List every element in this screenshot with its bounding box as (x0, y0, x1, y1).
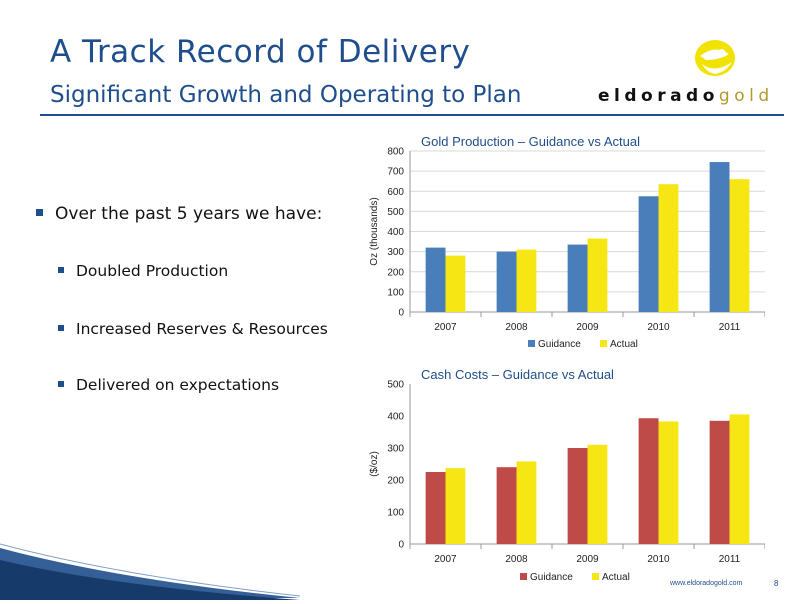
bullet-item-text: Increased Reserves & Resources (76, 320, 328, 338)
slide-subtitle: Significant Growth and Operating to Plan (50, 82, 522, 108)
bullet-item: Doubled Production (58, 262, 228, 280)
bar-actual-2011 (729, 179, 750, 312)
x-tick-label: 2008 (505, 554, 528, 565)
logo-text-dark: eldorado (598, 86, 719, 106)
x-tick-label: 2008 (505, 322, 528, 333)
bullet-item: Delivered on expectations (58, 376, 279, 394)
y-tick-label: 0 (398, 540, 404, 551)
y-axis-label: ($/oz) (369, 451, 380, 477)
y-tick-label: 500 (387, 380, 404, 391)
legend-swatch-guidance (520, 573, 527, 580)
legend-label-guidance: Guidance (538, 339, 581, 350)
bar-actual-2007 (445, 255, 466, 312)
square-bullet-icon (58, 324, 64, 331)
x-tick-label: 2009 (576, 322, 599, 333)
title-divider (40, 114, 784, 116)
bar-guidance-2011 (709, 162, 730, 312)
x-tick-label: 2007 (434, 322, 457, 333)
y-tick-label: 500 (387, 207, 404, 218)
x-tick-label: 2007 (434, 554, 457, 565)
bar-actual-2011 (729, 414, 750, 544)
y-tick-label: 100 (387, 508, 404, 519)
x-tick-label: 2011 (719, 554, 741, 565)
legend-label-actual: Actual (610, 339, 638, 350)
bar-guidance-2008 (496, 251, 517, 312)
bar-guidance-2010 (638, 196, 659, 312)
bar-guidance-2007 (425, 247, 446, 312)
bar-guidance-2008 (496, 467, 517, 544)
x-tick-label: 2009 (576, 554, 599, 565)
y-tick-label: 400 (387, 227, 404, 238)
y-tick-label: 700 (387, 167, 404, 178)
legend-label-guidance: Guidance (530, 572, 573, 583)
legend-swatch-guidance (528, 340, 535, 347)
bar-guidance-2010 (638, 418, 659, 544)
legend-label-actual: Actual (602, 572, 630, 583)
bar-guidance-2011 (709, 420, 730, 544)
x-tick-label: 2010 (647, 554, 670, 565)
bullet-item-text: Doubled Production (76, 262, 229, 280)
bar-actual-2009 (587, 444, 608, 544)
square-bullet-icon (58, 266, 64, 273)
gold-production-chart: 0 100 200 300 400 500 600 700 800 2007 2008 2009 201… (369, 147, 765, 350)
y-tick-label: 200 (387, 476, 404, 487)
slide-title: A Track Record of Delivery (50, 34, 471, 70)
decorative-swoosh (0, 543, 300, 600)
logo-text-gold: gold (718, 86, 774, 106)
logo-wordmark: eldoradogold (598, 86, 774, 106)
x-tick-label: 2010 (647, 322, 670, 333)
y-tick-label: 400 (387, 412, 404, 423)
y-axis-label: Oz (thousands) (369, 197, 380, 265)
y-tick-label: 0 (398, 308, 404, 319)
bullet-main-text: Over the past 5 years we have: (55, 204, 323, 224)
bar-actual-2010 (658, 184, 679, 312)
legend-swatch-actual (592, 573, 599, 580)
bar-guidance-2009 (567, 448, 588, 544)
bullet-item: Increased Reserves & Resources (58, 320, 328, 338)
bar-actual-2010 (658, 421, 679, 544)
page-number: 8 (774, 579, 779, 588)
bar-actual-2008 (516, 249, 537, 312)
x-tick-label: 2011 (719, 322, 741, 333)
square-bullet-icon (36, 208, 43, 216)
square-bullet-icon (58, 380, 64, 387)
bullet-main: Over the past 5 years we have: (36, 204, 322, 224)
y-tick-label: 300 (387, 247, 404, 258)
y-tick-label: 600 (387, 187, 404, 198)
chart-1-title: Gold Production – Guidance vs Actual (421, 134, 640, 149)
bar-actual-2009 (587, 238, 608, 312)
cash-costs-chart: 0 100 200 300 400 500 2007 2008 2009 2010 2011 ($/o… (369, 380, 765, 583)
eldorado-logo-icon (695, 40, 735, 76)
bar-actual-2007 (445, 468, 466, 544)
y-tick-label: 300 (387, 444, 404, 455)
bar-actual-2008 (516, 461, 537, 544)
bar-guidance-2009 (567, 244, 588, 312)
chart-2-title: Cash Costs – Guidance vs Actual (421, 367, 614, 382)
footer-url: www.eldoradogold.com (670, 580, 743, 587)
y-tick-label: 800 (387, 147, 404, 158)
bullet-item-text: Delivered on expectations (76, 376, 280, 394)
y-tick-label: 200 (387, 267, 404, 278)
bar-guidance-2007 (425, 472, 446, 544)
y-tick-label: 100 (387, 287, 404, 298)
legend-swatch-actual (600, 340, 607, 347)
